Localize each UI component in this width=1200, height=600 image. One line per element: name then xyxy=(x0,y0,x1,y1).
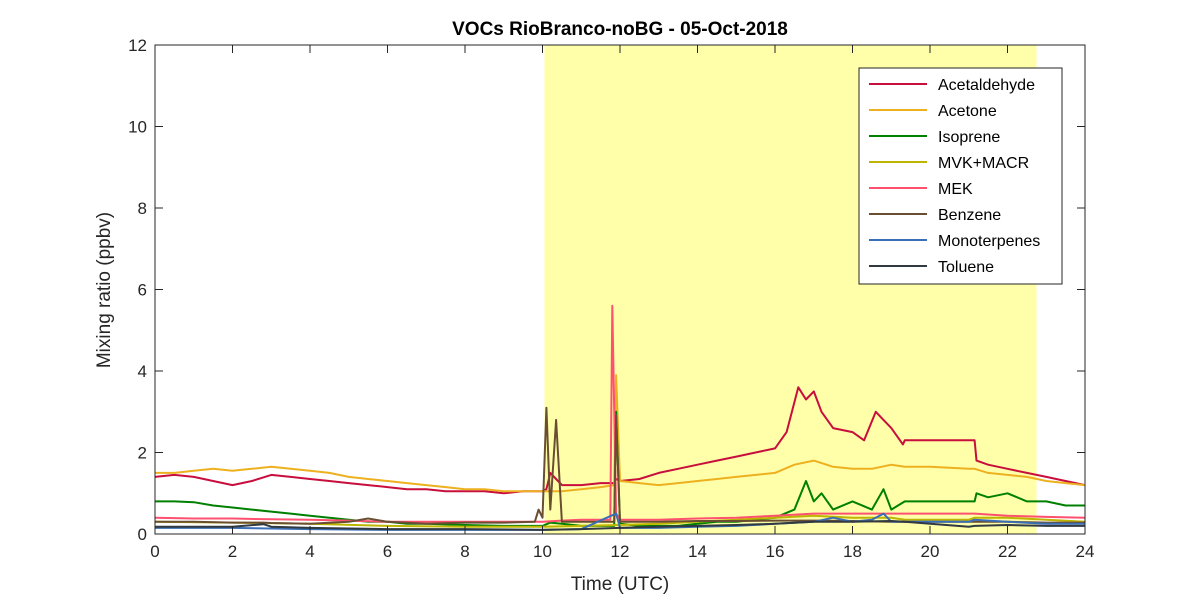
legend-box xyxy=(858,67,1063,285)
x-tick-label: 6 xyxy=(383,542,392,561)
series-line-acetone xyxy=(155,374,1086,493)
y-axis-label: Mixing ratio (ppbv) xyxy=(94,212,115,368)
x-tick-label: 12 xyxy=(611,542,630,561)
x-tick-label: 0 xyxy=(150,542,159,561)
x-tick-label: 24 xyxy=(1076,542,1095,561)
y-tick-label: 4 xyxy=(138,362,147,381)
x-tick-label: 20 xyxy=(921,542,940,561)
y-tick-label: 12 xyxy=(128,36,147,55)
x-tick-label: 14 xyxy=(688,542,707,561)
series-line-mek xyxy=(154,304,1086,523)
x-tick-label: 4 xyxy=(305,542,314,561)
legend-entry: Toluene xyxy=(938,259,994,276)
x-tick-label: 8 xyxy=(460,542,469,561)
legend-entry: Acetone xyxy=(938,103,997,120)
legend-entry: Isoprene xyxy=(938,129,1000,146)
series-line-acetaldehyde xyxy=(154,386,1086,495)
y-tick-label: 8 xyxy=(138,199,147,218)
plot-area: 0 2 4 6 8 10 12 14 16 18 20 22 24024681012Acetaldehy… xyxy=(128,36,1094,561)
legend-entry: Monoterpenes xyxy=(938,233,1040,250)
legend-entry: MEK xyxy=(938,181,973,198)
y-tick-label: 10 xyxy=(128,118,147,137)
legend-entry: Acetaldehyde xyxy=(938,77,1035,94)
x-tick-label: 18 xyxy=(843,542,862,561)
legend-entry: MVK+MACR xyxy=(938,155,1029,172)
x-tick-label: 16 xyxy=(766,542,785,561)
x-tick-label: 22 xyxy=(998,542,1017,561)
series-line-toluene xyxy=(155,520,1085,531)
y-tick-label: 2 xyxy=(138,444,147,463)
x-axis-label: Time (UTC) xyxy=(571,574,670,595)
chart-title: VOCs RioBranco-noBG - 05-Oct-2018 xyxy=(452,19,788,40)
y-tick-label: 6 xyxy=(138,281,147,300)
y-tick-label: 0 xyxy=(138,525,147,544)
legend-entry: Benzene xyxy=(938,207,1001,224)
x-tick-label: 2 xyxy=(228,542,237,561)
x-tick-label: 10 xyxy=(533,542,552,561)
series-line-mvk-macr xyxy=(154,514,1086,528)
